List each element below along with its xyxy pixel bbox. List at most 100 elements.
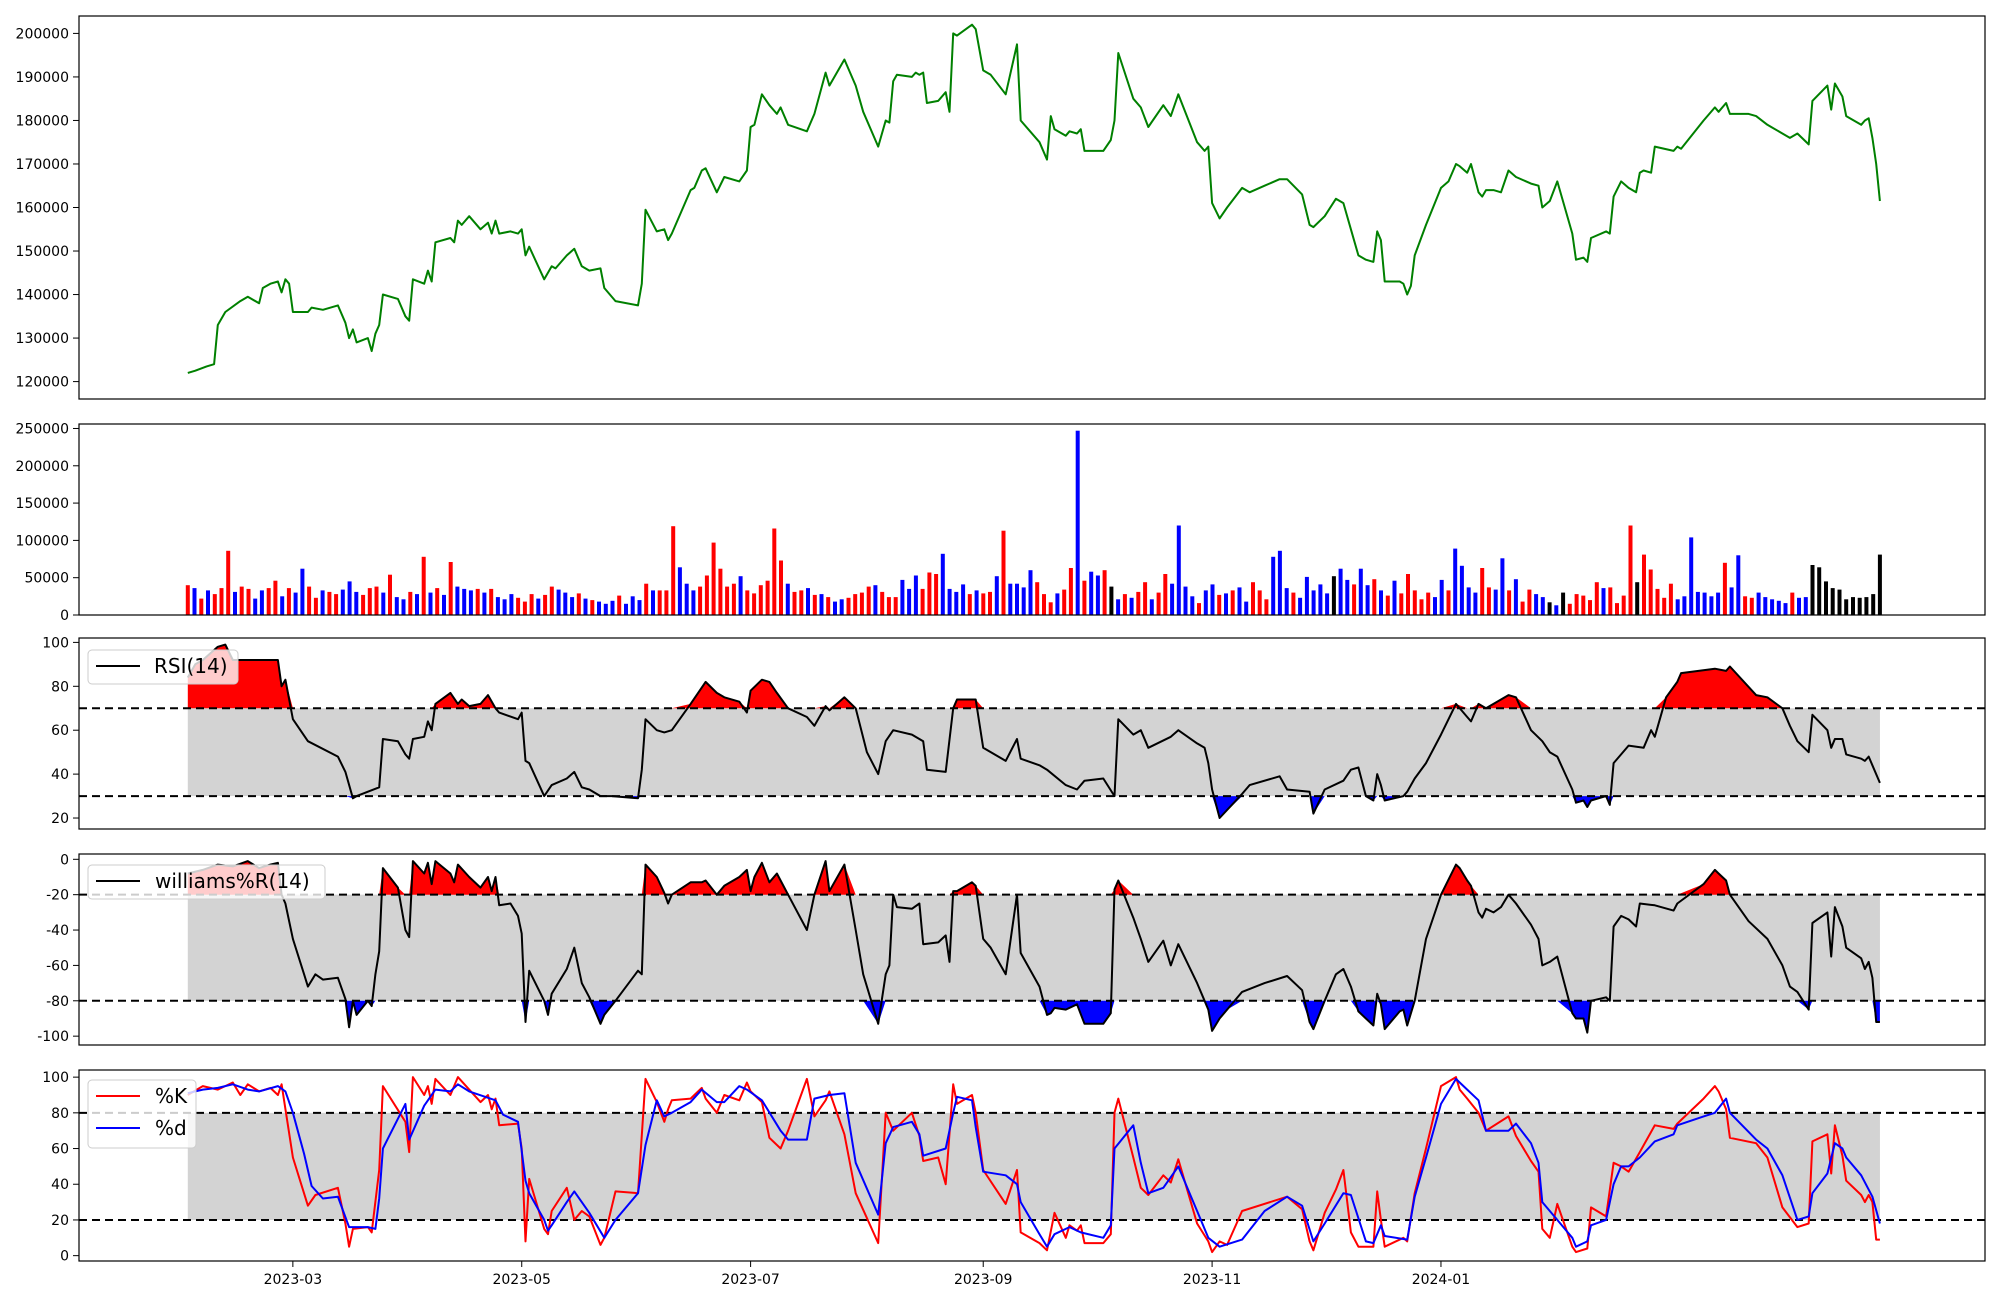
volume-bar bbox=[1749, 597, 1754, 615]
volume-bar bbox=[1203, 590, 1208, 615]
volume-bar bbox=[1392, 580, 1397, 615]
volume-bar bbox=[900, 579, 905, 615]
y-tick-label: 100 bbox=[42, 1070, 69, 1086]
volume-bar bbox=[340, 589, 345, 615]
volume-bar bbox=[421, 556, 426, 615]
rsi-panel-frame bbox=[78, 637, 1986, 830]
volume-bar bbox=[1331, 576, 1336, 615]
volume-bar bbox=[246, 588, 251, 615]
volume-bar bbox=[192, 588, 197, 615]
volume-bar bbox=[1372, 579, 1377, 615]
volume-bar bbox=[327, 591, 332, 615]
volume-bar bbox=[1871, 594, 1876, 615]
volume-bar bbox=[1277, 550, 1282, 615]
volume-bar bbox=[833, 601, 837, 615]
rsi-panel: 20 40 60 80 100 RSI(14) bbox=[42, 635, 1986, 830]
volume-bar bbox=[259, 590, 264, 615]
y-tick-label: 20 bbox=[51, 1213, 69, 1229]
volume-bar bbox=[226, 550, 231, 615]
volume-bar bbox=[1453, 548, 1458, 615]
volume-bar bbox=[1042, 594, 1046, 615]
volume-bar bbox=[624, 603, 628, 615]
volume-panel-frame bbox=[78, 423, 1986, 616]
volume-bar bbox=[927, 572, 932, 615]
volume-bar bbox=[462, 588, 467, 615]
volume-bar bbox=[1554, 605, 1559, 615]
volume-bar bbox=[772, 528, 777, 615]
volume-bar bbox=[570, 597, 575, 615]
volume-bar bbox=[1493, 589, 1498, 615]
y-tick-label: 140000 bbox=[16, 288, 69, 304]
price-line-layer bbox=[187, 23, 1881, 374]
volume-bar bbox=[1264, 599, 1269, 615]
volume-bar bbox=[1594, 582, 1599, 615]
volume-bar bbox=[974, 590, 979, 615]
volume-bar bbox=[1271, 556, 1276, 615]
y-tick-label: 100 bbox=[42, 635, 69, 651]
volume-bar bbox=[1709, 596, 1714, 615]
volume-bar bbox=[394, 597, 399, 615]
volume-bar bbox=[1001, 530, 1006, 615]
volume-bar bbox=[839, 599, 844, 615]
x-axis: 2023-03 2023-05 2023-07 2023-09 2023-11 2024-… bbox=[264, 1261, 1470, 1288]
volume-bar bbox=[785, 583, 790, 615]
y-tick-label: 100000 bbox=[16, 533, 69, 549]
volume-bar bbox=[907, 588, 912, 615]
volume-bar bbox=[1790, 592, 1795, 615]
y-tick-label: 160000 bbox=[16, 201, 69, 217]
volume-bar bbox=[1756, 592, 1761, 615]
volume-bar bbox=[671, 526, 676, 615]
volume-bar bbox=[1702, 592, 1707, 615]
volume-bar bbox=[1507, 590, 1512, 615]
volume-bar bbox=[967, 594, 972, 615]
stochastic-legend: %K %d bbox=[87, 1079, 197, 1149]
volume-bar bbox=[637, 600, 642, 615]
volume-bar bbox=[1830, 588, 1835, 615]
volume-bar bbox=[1244, 601, 1249, 615]
y-tick-label: -100 bbox=[37, 1029, 69, 1045]
volume-bar bbox=[401, 599, 406, 615]
volume-bar bbox=[1095, 575, 1100, 615]
volume-bar bbox=[1635, 582, 1640, 615]
volume-bar bbox=[1251, 582, 1255, 615]
volume-bar bbox=[1109, 586, 1114, 615]
volume-bar bbox=[745, 590, 750, 615]
volume-bar bbox=[1803, 597, 1808, 615]
volume-bar bbox=[644, 583, 649, 615]
volume-bar bbox=[940, 553, 945, 615]
rsi-14--line bbox=[186, 643, 1881, 819]
volume-bar bbox=[1567, 603, 1572, 615]
volume-bar bbox=[1170, 583, 1175, 615]
volume-bar bbox=[1844, 599, 1849, 615]
volume-bar bbox=[1682, 596, 1687, 615]
volume-bar bbox=[1338, 568, 1343, 615]
volume-bar bbox=[273, 580, 278, 615]
volume-bars bbox=[185, 430, 1882, 616]
volume-bar bbox=[1426, 592, 1431, 615]
volume-bar bbox=[765, 580, 770, 615]
volume-bar bbox=[313, 597, 318, 615]
price-panel-frame bbox=[78, 15, 1986, 400]
volume-bar bbox=[1008, 583, 1013, 615]
volume-bar bbox=[185, 585, 190, 615]
volume-bar bbox=[1621, 595, 1626, 615]
volume-bar bbox=[806, 588, 810, 615]
volume-bar bbox=[1433, 597, 1437, 615]
volume-bar bbox=[1770, 599, 1775, 615]
volume-bar bbox=[1540, 597, 1545, 615]
y-tick-label: 190000 bbox=[16, 70, 69, 86]
volume-bar bbox=[320, 590, 325, 615]
volume-bar bbox=[651, 590, 655, 615]
x-tick-label: 2023-09 bbox=[954, 1272, 1013, 1288]
volume-bar bbox=[846, 597, 851, 615]
volume-bar bbox=[556, 589, 561, 615]
volume-bar bbox=[583, 598, 588, 615]
volume-bar bbox=[1048, 602, 1053, 615]
y-tick-label: 80 bbox=[51, 679, 69, 695]
volume-bar bbox=[866, 586, 871, 615]
volume-bar bbox=[1581, 595, 1586, 615]
volume-bar bbox=[657, 590, 662, 615]
volume-bar bbox=[1143, 582, 1148, 615]
volume-bar bbox=[1675, 599, 1680, 615]
volume-bar bbox=[1763, 597, 1768, 615]
